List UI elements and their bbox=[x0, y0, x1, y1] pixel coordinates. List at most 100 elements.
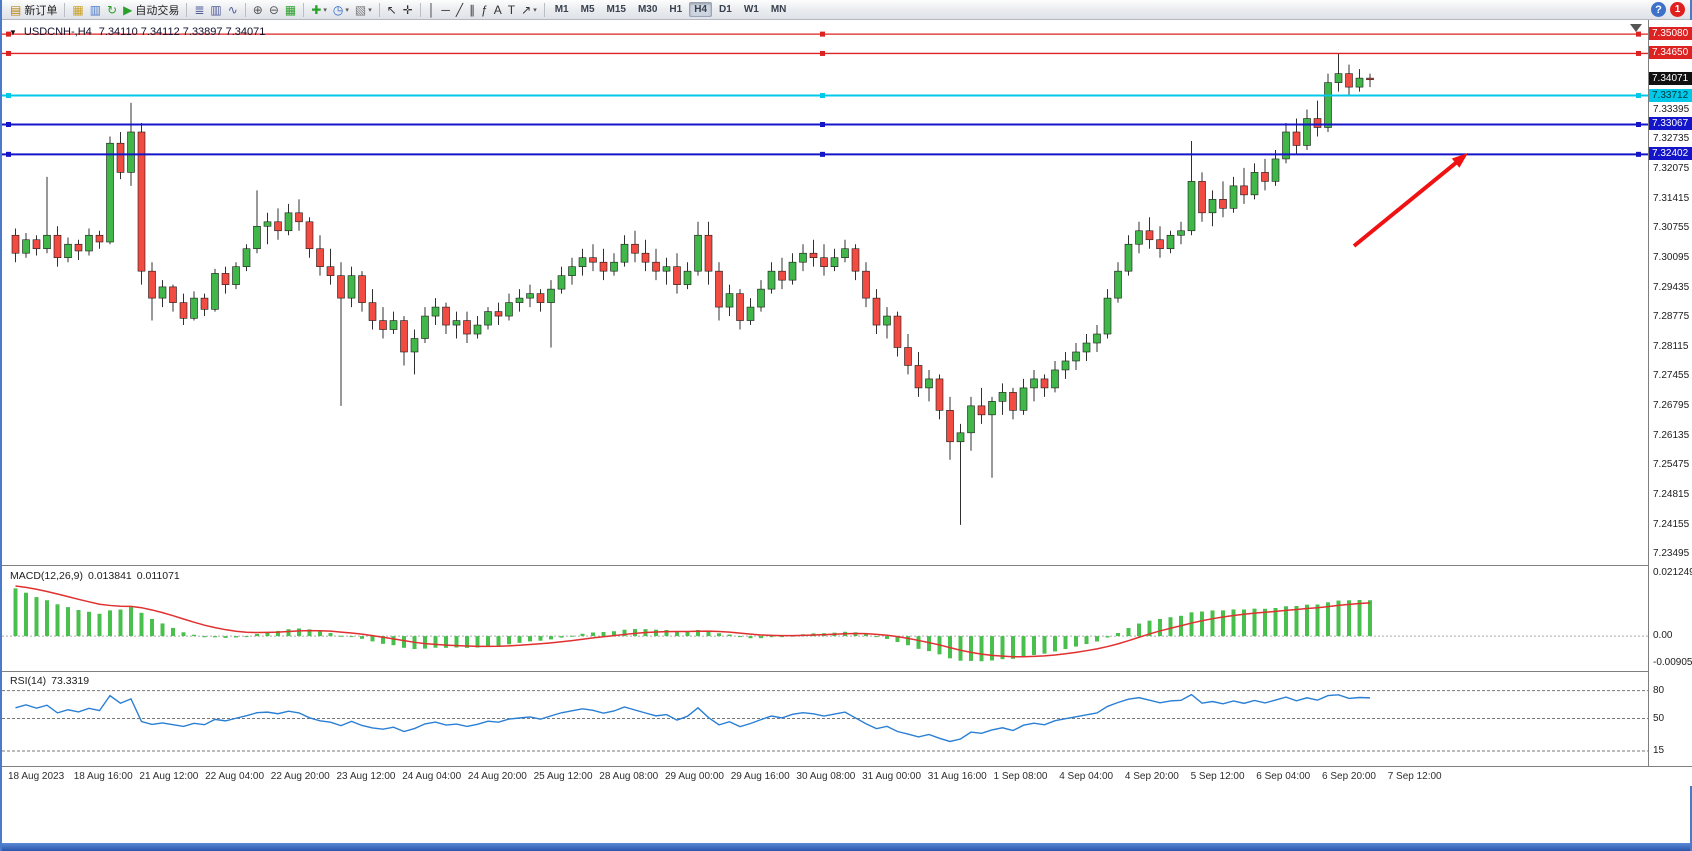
macd-bar bbox=[381, 636, 385, 644]
bear-candle bbox=[904, 347, 912, 366]
price-axis-label: 7.33395 bbox=[1653, 103, 1690, 115]
arrows-button[interactable]: ↗ ▾ bbox=[518, 1, 540, 19]
timeframe-d1-button[interactable]: D1 bbox=[719, 4, 732, 15]
macd-bar bbox=[328, 633, 333, 637]
line-handle[interactable] bbox=[820, 121, 825, 127]
panel-separator[interactable] bbox=[2, 671, 1692, 672]
cursor-icon: ↖ bbox=[386, 2, 397, 17]
fibonacci-button[interactable]: ƒ bbox=[478, 1, 491, 19]
macd-axis-label: 0.021249 bbox=[1653, 567, 1692, 578]
price-level-badge: 7.32402 bbox=[1649, 147, 1692, 161]
timeframe-mn-button[interactable]: MN bbox=[770, 4, 787, 15]
price-level-badge: 7.33067 bbox=[1649, 117, 1692, 131]
line-handle[interactable] bbox=[820, 93, 825, 99]
price-axis-label: 7.32075 bbox=[1653, 163, 1690, 175]
macd-bar bbox=[202, 636, 207, 638]
toolbar-separator bbox=[419, 2, 421, 17]
tile-windows-button[interactable]: ▦ bbox=[282, 1, 299, 19]
line-chart-button[interactable]: ∿ bbox=[225, 1, 241, 19]
line-handle[interactable] bbox=[820, 50, 825, 56]
zoom-in-button[interactable]: ⊕ bbox=[250, 1, 266, 19]
line-handle[interactable] bbox=[6, 121, 11, 127]
timeframe-m15-button[interactable]: M15 bbox=[606, 4, 626, 15]
bear-candle bbox=[463, 320, 471, 335]
timeframe-m30-button[interactable]: M30 bbox=[637, 4, 658, 15]
bull-candle bbox=[190, 297, 198, 319]
templates-button[interactable]: ▧ ▾ bbox=[352, 1, 375, 19]
bull-candle bbox=[967, 405, 975, 434]
help-button[interactable]: ? bbox=[1651, 2, 1666, 17]
macd-bar bbox=[517, 636, 522, 643]
macd-bar bbox=[108, 610, 112, 637]
timeframe-h1-button[interactable]: H1 bbox=[669, 4, 683, 15]
crosshair-button[interactable]: ✛ bbox=[400, 1, 416, 19]
bull-candle bbox=[1082, 342, 1091, 353]
price-axis-label: 7.29435 bbox=[1653, 281, 1690, 293]
bull-candle bbox=[1051, 369, 1059, 389]
new-order-button[interactable]: ▤ 新订单 bbox=[7, 1, 60, 19]
bull-candle bbox=[578, 257, 587, 267]
indicators-button[interactable]: ✚ ▾ bbox=[308, 1, 330, 19]
macd-signal-line bbox=[15, 585, 1371, 658]
arrow-head[interactable] bbox=[1451, 153, 1468, 168]
timeframe-m5-button[interactable]: M5 bbox=[580, 4, 595, 15]
bull-candle bbox=[232, 266, 240, 285]
cursor-button[interactable]: ↖ bbox=[384, 1, 400, 19]
autotrading-button[interactable]: ▶ 自动交易 bbox=[120, 1, 182, 19]
periods-button[interactable]: ◷ ▾ bbox=[330, 1, 352, 19]
macd-bar bbox=[654, 629, 658, 637]
macd-bar bbox=[391, 636, 396, 646]
price-level-badge: 7.33712 bbox=[1649, 88, 1692, 102]
timeframe-h4-button[interactable]: H4 bbox=[689, 2, 713, 17]
bear-candle bbox=[53, 234, 62, 259]
line-handle[interactable] bbox=[6, 151, 11, 157]
horizontal-line-button[interactable]: ─ bbox=[438, 1, 453, 19]
timeframe-w1-button[interactable]: W1 bbox=[743, 4, 759, 15]
line-handle[interactable] bbox=[1636, 121, 1641, 127]
dropdown-caret-icon: ▾ bbox=[533, 6, 537, 14]
macd-panel-canvas[interactable] bbox=[2, 565, 1648, 671]
bull-candle bbox=[925, 378, 933, 389]
timeframe-m1-button[interactable]: M1 bbox=[554, 4, 569, 15]
profiles-button[interactable]: ▥ bbox=[87, 1, 104, 19]
rsi-panel-canvas[interactable] bbox=[2, 671, 1648, 766]
line-handle[interactable] bbox=[6, 31, 11, 37]
macd-bar bbox=[895, 636, 900, 642]
line-handle[interactable] bbox=[6, 50, 11, 56]
one-click-trading-icon[interactable]: ▼ bbox=[9, 27, 17, 37]
notification-badge[interactable]: 1 bbox=[1670, 2, 1685, 17]
price-chart-canvas[interactable] bbox=[2, 20, 1648, 565]
macd-bar bbox=[591, 632, 595, 637]
chart-shift-marker[interactable] bbox=[1630, 24, 1642, 32]
macd-bar bbox=[738, 636, 742, 638]
line-handle[interactable] bbox=[820, 151, 825, 157]
line-handle[interactable] bbox=[6, 93, 11, 99]
line-handle[interactable] bbox=[1636, 50, 1641, 56]
symbol-period-label: USDCNH-,H4 bbox=[23, 26, 92, 38]
macd-bar bbox=[664, 630, 669, 637]
line-handle[interactable] bbox=[1636, 31, 1641, 37]
panel-separator[interactable] bbox=[2, 565, 1692, 566]
label-button[interactable]: T bbox=[505, 1, 518, 19]
line-handle[interactable] bbox=[1636, 151, 1641, 157]
trendline-button[interactable]: ╱ bbox=[453, 1, 466, 19]
macd-bar bbox=[685, 631, 690, 637]
time-axis[interactable]: 18 Aug 2023 18 Aug 16:00 21 Aug 12:00 22 Au… bbox=[2, 766, 1692, 786]
text-button[interactable]: A bbox=[491, 1, 505, 19]
macd-bar bbox=[1042, 636, 1047, 654]
line-handle[interactable] bbox=[820, 31, 825, 37]
macd-bar bbox=[559, 636, 564, 638]
bull-candle bbox=[1072, 351, 1080, 362]
candlestick-chart-button[interactable]: ▥ bbox=[207, 1, 224, 19]
refresh-button[interactable]: ↻ bbox=[104, 1, 120, 19]
zoom-out-button[interactable]: ⊖ bbox=[266, 1, 282, 19]
line-handle[interactable] bbox=[1636, 93, 1641, 99]
vertical-line-button[interactable]: │ bbox=[425, 1, 439, 19]
bar-chart-button[interactable]: ≣ bbox=[191, 1, 207, 19]
arrow-annotation[interactable] bbox=[1352, 157, 1462, 248]
channel-button[interactable]: ∥ bbox=[466, 1, 478, 19]
price-axis-label: 7.27455 bbox=[1653, 370, 1690, 382]
macd-bar bbox=[171, 627, 175, 637]
new-chart-button[interactable]: ▦ bbox=[69, 1, 86, 19]
price-axis[interactable]: 7.33395 7.32735 7.32075 7.31415 7.30755 7.300… bbox=[1648, 20, 1692, 766]
